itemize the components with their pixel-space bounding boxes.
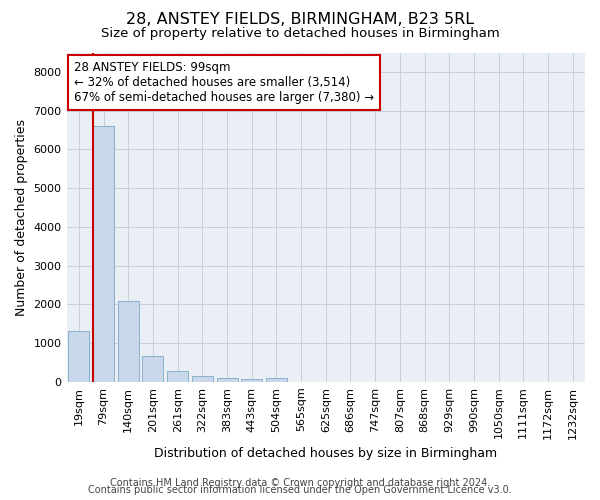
Bar [68,331,89,382]
X-axis label: Distribution of detached houses by size in Birmingham: Distribution of detached houses by size … [154,447,497,460]
Bar [241,379,262,382]
Text: Size of property relative to detached houses in Birmingham: Size of property relative to detached ho… [101,28,499,40]
Text: Contains HM Land Registry data © Crown copyright and database right 2024.: Contains HM Land Registry data © Crown c… [110,478,490,488]
Text: 28, ANSTEY FIELDS, BIRMINGHAM, B23 5RL: 28, ANSTEY FIELDS, BIRMINGHAM, B23 5RL [126,12,474,28]
Bar [93,126,114,382]
Bar [167,370,188,382]
Bar [192,376,213,382]
Text: Contains public sector information licensed under the Open Government Licence v3: Contains public sector information licen… [88,485,512,495]
Bar [266,378,287,382]
Bar [142,356,163,382]
Text: 28 ANSTEY FIELDS: 99sqm
← 32% of detached houses are smaller (3,514)
67% of semi: 28 ANSTEY FIELDS: 99sqm ← 32% of detache… [74,60,374,104]
Bar [217,378,238,382]
Y-axis label: Number of detached properties: Number of detached properties [15,118,28,316]
Bar [118,301,139,382]
